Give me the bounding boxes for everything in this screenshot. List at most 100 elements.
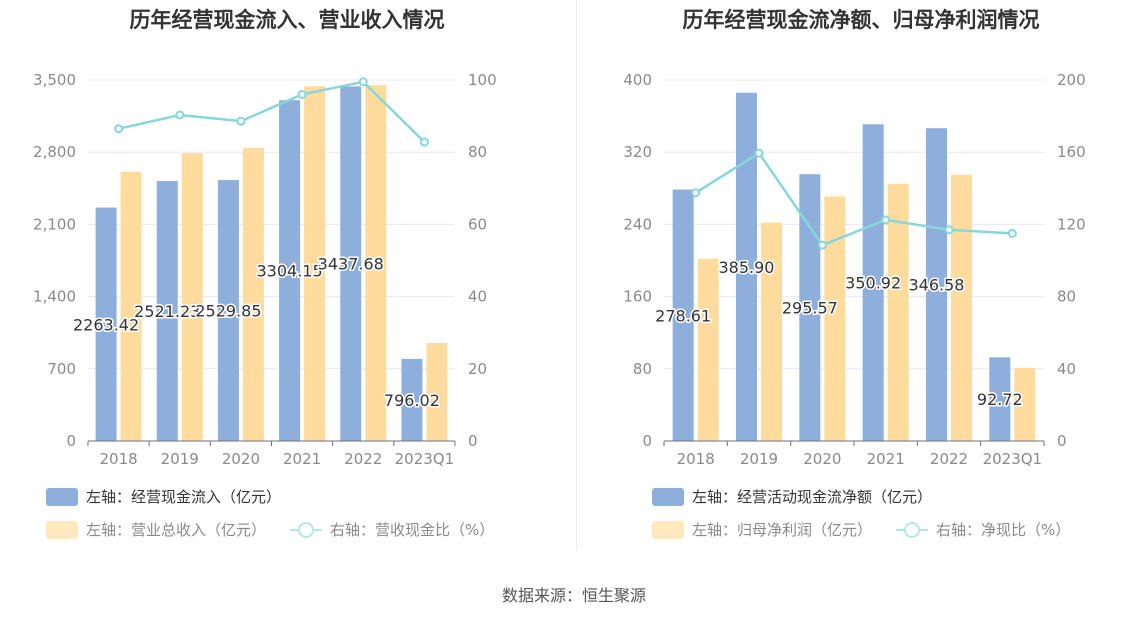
bar-primary xyxy=(156,180,178,442)
legend-item-net-operating-cashflow[interactable]: 左轴：经营活动现金流净额（亿元） xyxy=(652,486,932,507)
ratio-point xyxy=(358,77,368,87)
left-axis-tick-label: 160 xyxy=(623,288,652,306)
ratio-point xyxy=(754,148,764,158)
bar-data-label: 2521.23 xyxy=(134,302,200,321)
bar-data-label: 350.92 xyxy=(845,274,901,293)
x-axis-tick-label: 2018 xyxy=(677,450,715,468)
bar-data-label: 295.57 xyxy=(782,299,838,318)
x-axis-tick-label: 2022 xyxy=(344,450,382,468)
right-axis-tick-label: 200 xyxy=(1057,71,1086,89)
chart-legend: 左轴：经营现金流入（亿元） xyxy=(46,486,305,507)
right-axis-tick-label: 60 xyxy=(468,215,487,233)
bar-data-label: 92.72 xyxy=(977,390,1023,409)
legend-item-revenue-cash-ratio[interactable]: 右轴：营收现金比（%） xyxy=(290,519,494,540)
chart-legend: 左轴：归母净利润（亿元） 右轴：净现比（%） xyxy=(652,519,1094,540)
x-axis-tick-label: 2020 xyxy=(222,450,260,468)
chart-plot-area: 0 0 80 40 160 80 240 120 320 160 400 200 2018 2019 202… xyxy=(623,71,1086,468)
bar-data-label: 796.02 xyxy=(384,391,440,410)
left-axis-tick-label: 320 xyxy=(623,143,652,161)
bar-data-label: 278.61 xyxy=(655,306,711,325)
bar-secondary xyxy=(304,86,326,441)
legend-item-cash-inflow[interactable]: 左轴：经营现金流入（亿元） xyxy=(46,486,281,507)
right-axis-tick-label: 120 xyxy=(1057,215,1086,233)
data-source-note: 数据来源：恒生聚源 xyxy=(501,586,646,605)
legend-label: 左轴：经营活动现金流净额（亿元） xyxy=(692,488,933,506)
bar-primary xyxy=(279,100,301,441)
chart-plot-area: 0 0 700 20 1,400 40 2,100 60 2,800 80 3,500 100 2018… xyxy=(33,71,497,468)
bar-secondary xyxy=(181,153,203,441)
x-axis-tick-label: 2021 xyxy=(283,450,321,468)
bar-secondary xyxy=(120,171,142,441)
bar-primary xyxy=(672,189,694,441)
legend-item-total-revenue[interactable]: 左轴：营业总收入（亿元） xyxy=(46,519,266,540)
x-axis-tick-label: 2018 xyxy=(99,450,137,468)
legend-swatch xyxy=(46,487,78,506)
x-axis-tick-label: 2023Q1 xyxy=(983,450,1043,468)
cash-inflow-revenue-chart: 历年经营现金流入、营业收入情况 0 0 700 20 1,400 40 2,100 60 2,8… xyxy=(0,0,574,560)
bar-data-label: 2529.85 xyxy=(195,302,261,321)
ratio-point xyxy=(114,124,124,134)
bar-secondary xyxy=(365,85,387,442)
legend-label: 左轴：经营现金流入（亿元） xyxy=(86,488,282,506)
bar-primary xyxy=(862,124,884,441)
ratio-line xyxy=(118,80,426,143)
ratio-point xyxy=(817,240,827,250)
ratio-point xyxy=(419,137,429,147)
legend-swatch xyxy=(46,520,78,539)
left-axis-tick-label: 80 xyxy=(633,360,652,378)
legend-label: 左轴：归母净利润（亿元） xyxy=(692,521,873,539)
legend-item-net-cash-ratio[interactable]: 右轴：净现比（%） xyxy=(896,519,1070,540)
right-axis-tick-label: 160 xyxy=(1057,143,1086,161)
bar-secondary xyxy=(824,196,846,441)
ratio-line xyxy=(695,151,1013,247)
bar-data-label: 346.58 xyxy=(909,276,965,295)
legend-item-net-profit[interactable]: 左轴：归母净利润（亿元） xyxy=(652,519,872,540)
x-axis-tick-label: 2023Q1 xyxy=(395,450,455,468)
x-axis-tick-label: 2019 xyxy=(161,450,199,468)
bar-primary xyxy=(340,86,362,442)
right-axis-tick-label: 0 xyxy=(468,432,478,450)
ratio-point xyxy=(1007,228,1017,238)
chart-legend: 左轴：营业总收入（亿元） 右轴：营收现金比（%） xyxy=(46,519,518,540)
bar-primary xyxy=(401,358,423,441)
chart-title: 历年经营现金流净额、归母净利润情况 xyxy=(682,8,1040,32)
bar-primary xyxy=(989,357,1011,441)
bar-primary xyxy=(799,174,821,441)
legend-label: 右轴：净现比（%） xyxy=(936,521,1071,539)
left-axis-tick-label: 700 xyxy=(47,360,76,378)
bar-primary xyxy=(95,207,117,441)
left-axis-tick-label: 0 xyxy=(642,432,652,450)
legend-swatch xyxy=(652,520,684,539)
legend-label: 左轴：营业总收入（亿元） xyxy=(86,521,267,539)
legend-line-marker xyxy=(290,521,323,539)
x-axis-tick-label: 2019 xyxy=(740,450,778,468)
bar-secondary xyxy=(242,148,264,441)
right-axis-tick-label: 100 xyxy=(468,71,497,89)
left-axis-tick-label: 1,400 xyxy=(33,288,76,306)
legend-line-marker xyxy=(896,521,929,539)
bar-data-label: 2263.42 xyxy=(73,315,139,334)
bar-data-label: 3437.68 xyxy=(318,255,384,274)
panel-divider xyxy=(576,0,577,550)
left-axis-tick-label: 240 xyxy=(623,215,652,233)
net-cashflow-profit-chart: 历年经营现金流净额、归母净利润情况 0 0 80 40 160 80 240 120 320 16… xyxy=(574,0,1148,560)
bar-primary xyxy=(736,92,757,441)
right-axis-tick-label: 20 xyxy=(468,360,487,378)
bar-secondary xyxy=(951,174,972,441)
x-axis-tick-label: 2021 xyxy=(867,450,905,468)
bar-secondary xyxy=(426,343,448,441)
bar-secondary xyxy=(761,222,782,441)
left-axis-tick-label: 3,500 xyxy=(33,71,76,89)
bar-primary xyxy=(926,128,947,441)
bar-data-label: 3304.15 xyxy=(256,262,322,281)
left-axis-tick-label: 0 xyxy=(66,432,76,450)
left-axis-tick-label: 400 xyxy=(623,71,652,89)
x-axis-tick-label: 2020 xyxy=(803,450,841,468)
right-axis-tick-label: 40 xyxy=(468,288,487,306)
bar-data-label: 385.90 xyxy=(719,258,775,277)
ratio-point xyxy=(944,225,954,235)
chart-title: 历年经营现金流入、营业收入情况 xyxy=(129,8,445,32)
legend-swatch xyxy=(652,487,684,506)
right-axis-tick-label: 40 xyxy=(1057,360,1076,378)
right-axis-tick-label: 0 xyxy=(1057,432,1067,450)
